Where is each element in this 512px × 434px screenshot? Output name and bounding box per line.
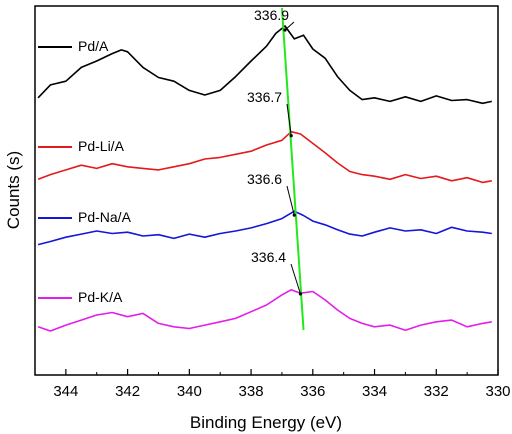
peak-arrow-head — [292, 213, 296, 217]
peak-arrow — [290, 263, 301, 294]
x-tick-label: 340 — [177, 383, 202, 400]
peak-shift-guide-line — [280, 7, 305, 331]
peak-label: 336.6 — [247, 171, 282, 187]
peak-arrow — [286, 185, 295, 216]
x-tick-label: 342 — [115, 383, 140, 400]
legend-layer: Pd/A Pd-Li/A Pd-Na/A Pd-K/A — [38, 38, 132, 305]
legend-label-pd-na-a: Pd-Na/A — [78, 209, 132, 225]
peak-label: 336.4 — [251, 249, 286, 265]
x-tick-label: 336 — [300, 383, 325, 400]
x-ticks — [34, 369, 499, 375]
plot-layer — [37, 7, 492, 332]
plot-frame — [34, 5, 499, 376]
x-tick-label: 330 — [485, 383, 510, 400]
x-tick-label: 334 — [362, 383, 387, 400]
legend-label-pd-k-a: Pd-K/A — [78, 289, 123, 305]
x-axis-label: Binding Energy (eV) — [190, 413, 342, 432]
series-line-pd-li-a — [37, 130, 492, 184]
series-line-pd-a — [37, 25, 492, 105]
y-axis-label: Counts (s) — [4, 151, 23, 229]
legend-label-pd-a: Pd/A — [78, 38, 109, 54]
peak-labels: 336.9 336.7 336.6 336.4 — [247, 7, 289, 265]
peak-arrow — [284, 21, 295, 31]
peak-arrow-head — [283, 28, 287, 32]
x-tick-label: 338 — [239, 383, 264, 400]
peak-arrow-head — [298, 292, 303, 296]
peak-arrow-head — [289, 134, 293, 138]
x-tick-label: 344 — [53, 383, 78, 400]
peak-arrow — [286, 103, 292, 136]
series-line-pd-na-a — [37, 210, 492, 246]
legend-label-pd-li-a: Pd-Li/A — [78, 138, 125, 154]
x-tick-labels: 344 342 340 338 336 334 332 330 — [53, 383, 510, 400]
peak-label: 336.9 — [254, 7, 289, 23]
series-line-pd-k-a — [37, 288, 492, 332]
peak-label: 336.7 — [247, 89, 282, 105]
x-tick-label: 332 — [424, 383, 449, 400]
x-axis: 344 342 340 338 336 334 332 330 Binding … — [34, 369, 511, 432]
